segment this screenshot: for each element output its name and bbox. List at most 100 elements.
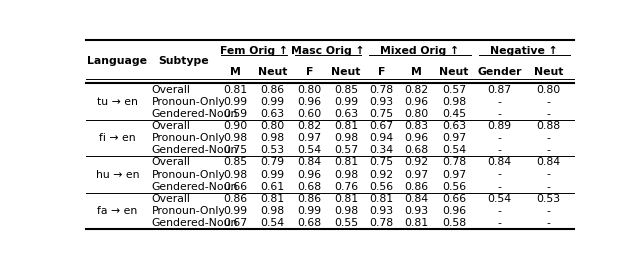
- Text: 0.75: 0.75: [369, 109, 394, 119]
- Text: 0.97: 0.97: [297, 133, 321, 143]
- Text: Overall: Overall: [152, 194, 191, 204]
- Text: Neut: Neut: [258, 68, 287, 78]
- Text: Subtype: Subtype: [158, 57, 209, 67]
- Text: 0.45: 0.45: [442, 109, 466, 119]
- Text: F: F: [378, 68, 385, 78]
- Text: 0.86: 0.86: [297, 194, 321, 204]
- Text: 0.68: 0.68: [297, 218, 321, 228]
- Text: 0.81: 0.81: [334, 121, 358, 131]
- Text: 0.80: 0.80: [297, 85, 321, 95]
- Text: 0.97: 0.97: [404, 170, 428, 179]
- Text: 0.63: 0.63: [260, 109, 284, 119]
- Text: -: -: [497, 218, 501, 228]
- Text: 0.99: 0.99: [297, 206, 321, 216]
- Text: Fem Orig ↑: Fem Orig ↑: [220, 46, 288, 56]
- Text: 0.54: 0.54: [442, 145, 466, 155]
- Text: -: -: [497, 182, 501, 192]
- Text: 0.97: 0.97: [442, 170, 466, 179]
- Text: 0.82: 0.82: [404, 85, 428, 95]
- Text: Overall: Overall: [152, 157, 191, 167]
- Text: 0.96: 0.96: [404, 133, 428, 143]
- Text: 0.85: 0.85: [223, 157, 248, 167]
- Text: Neut: Neut: [439, 68, 468, 78]
- Text: -: -: [497, 170, 501, 179]
- Text: Gendered-Noun: Gendered-Noun: [152, 182, 238, 192]
- Text: 0.92: 0.92: [369, 170, 394, 179]
- Text: 0.98: 0.98: [223, 170, 248, 179]
- Text: 0.99: 0.99: [260, 97, 284, 107]
- Text: 0.80: 0.80: [260, 121, 285, 131]
- Text: 0.90: 0.90: [223, 121, 248, 131]
- Text: -: -: [547, 170, 550, 179]
- Text: 0.68: 0.68: [404, 145, 428, 155]
- Text: 0.97: 0.97: [442, 133, 466, 143]
- Text: 0.99: 0.99: [223, 206, 248, 216]
- Text: 0.80: 0.80: [404, 109, 428, 119]
- Text: Neut: Neut: [332, 68, 361, 78]
- Text: 0.84: 0.84: [297, 157, 321, 167]
- Text: 0.53: 0.53: [537, 194, 561, 204]
- Text: 0.66: 0.66: [442, 194, 466, 204]
- Text: 0.63: 0.63: [442, 121, 466, 131]
- Text: -: -: [497, 145, 501, 155]
- Text: -: -: [497, 109, 501, 119]
- Text: 0.93: 0.93: [369, 97, 394, 107]
- Text: 0.99: 0.99: [334, 97, 358, 107]
- Text: 0.78: 0.78: [369, 218, 394, 228]
- Text: -: -: [547, 218, 550, 228]
- Text: fa → en: fa → en: [97, 206, 138, 216]
- Text: Pronoun-Only: Pronoun-Only: [152, 133, 225, 143]
- Text: -: -: [547, 109, 550, 119]
- Text: 0.81: 0.81: [334, 194, 358, 204]
- Text: 0.66: 0.66: [223, 182, 248, 192]
- Text: 0.67: 0.67: [223, 218, 248, 228]
- Text: 0.86: 0.86: [260, 85, 284, 95]
- Text: 0.81: 0.81: [334, 157, 358, 167]
- Text: 0.87: 0.87: [487, 85, 511, 95]
- Text: 0.54: 0.54: [487, 194, 511, 204]
- Text: 0.53: 0.53: [260, 145, 284, 155]
- Text: 0.93: 0.93: [369, 206, 394, 216]
- Text: 0.75: 0.75: [369, 157, 394, 167]
- Text: 0.56: 0.56: [442, 182, 466, 192]
- Text: Overall: Overall: [152, 85, 191, 95]
- Text: 0.86: 0.86: [223, 194, 248, 204]
- Text: Negative ↑: Negative ↑: [490, 46, 558, 56]
- Text: 0.92: 0.92: [404, 157, 428, 167]
- Text: 0.57: 0.57: [334, 145, 358, 155]
- Text: 0.99: 0.99: [260, 170, 284, 179]
- Text: -: -: [547, 182, 550, 192]
- Text: 0.96: 0.96: [404, 97, 428, 107]
- Text: 0.84: 0.84: [537, 157, 561, 167]
- Text: 0.60: 0.60: [297, 109, 321, 119]
- Text: 0.81: 0.81: [404, 218, 428, 228]
- Text: 0.57: 0.57: [442, 85, 466, 95]
- Text: 0.88: 0.88: [537, 121, 561, 131]
- Text: 0.96: 0.96: [297, 97, 321, 107]
- Text: 0.81: 0.81: [260, 194, 284, 204]
- Text: Neut: Neut: [534, 68, 563, 78]
- Text: 0.98: 0.98: [334, 133, 358, 143]
- Text: Pronoun-Only: Pronoun-Only: [152, 170, 225, 179]
- Text: 0.76: 0.76: [334, 182, 358, 192]
- Text: 0.99: 0.99: [223, 97, 248, 107]
- Text: 0.56: 0.56: [369, 182, 394, 192]
- Text: 0.80: 0.80: [537, 85, 561, 95]
- Text: 0.58: 0.58: [442, 218, 466, 228]
- Text: 0.98: 0.98: [223, 133, 248, 143]
- Text: 0.94: 0.94: [369, 133, 394, 143]
- Text: 0.86: 0.86: [404, 182, 428, 192]
- Text: Pronoun-Only: Pronoun-Only: [152, 206, 225, 216]
- Text: 0.85: 0.85: [334, 85, 358, 95]
- Text: -: -: [547, 133, 550, 143]
- Text: 0.82: 0.82: [297, 121, 321, 131]
- Text: 0.67: 0.67: [369, 121, 394, 131]
- Text: M: M: [411, 68, 422, 78]
- Text: 0.54: 0.54: [260, 218, 284, 228]
- Text: 0.78: 0.78: [369, 85, 394, 95]
- Text: -: -: [497, 133, 501, 143]
- Text: 0.78: 0.78: [442, 157, 466, 167]
- Text: Gendered-Noun: Gendered-Noun: [152, 109, 238, 119]
- Text: 0.98: 0.98: [260, 206, 284, 216]
- Text: 0.98: 0.98: [260, 133, 284, 143]
